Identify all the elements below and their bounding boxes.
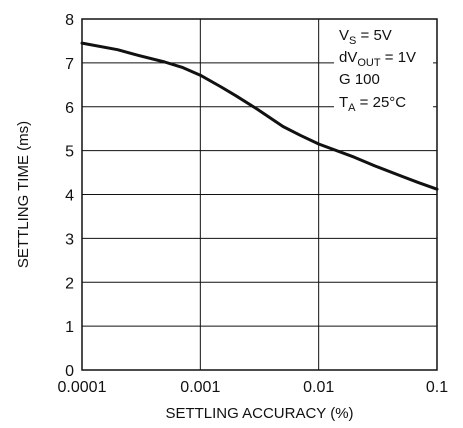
annotation-line: TA = 25°C [339,94,406,114]
y-tick-label: 0 [65,363,74,380]
x-tick-labels: 0.0001 0.001 0.01 0.1 [58,379,449,396]
y-tick-label: 6 [65,100,74,117]
y-axis-title: SETTLING TIME (ms) [15,121,32,268]
y-tick-label: 1 [65,319,74,336]
annotation-line: G 100 [339,71,380,88]
x-tick-label: 0.01 [303,379,334,396]
y-tick-label: 2 [65,275,74,292]
y-tick-labels: 0 1 2 3 4 5 6 7 8 [65,12,74,380]
x-axis-title: SETTLING ACCURACY (%) [165,405,353,422]
y-tick-label: 5 [65,144,74,161]
y-tick-label: 3 [65,231,74,248]
annotation-line: VS = 5V [339,27,392,47]
series-line [80,41,439,191]
y-tick-label: 7 [65,56,74,73]
plot-frame [81,18,438,371]
x-tick-label: 0.001 [180,379,220,396]
y-tick-label: 8 [65,12,74,29]
y-tick-label: 4 [65,188,74,205]
annotation-backdrop [334,25,433,117]
annotation-line: dVOUT = 1V [339,49,416,69]
x-tick-label: 0.0001 [58,379,107,396]
x-tick-label: 0.1 [426,379,448,396]
